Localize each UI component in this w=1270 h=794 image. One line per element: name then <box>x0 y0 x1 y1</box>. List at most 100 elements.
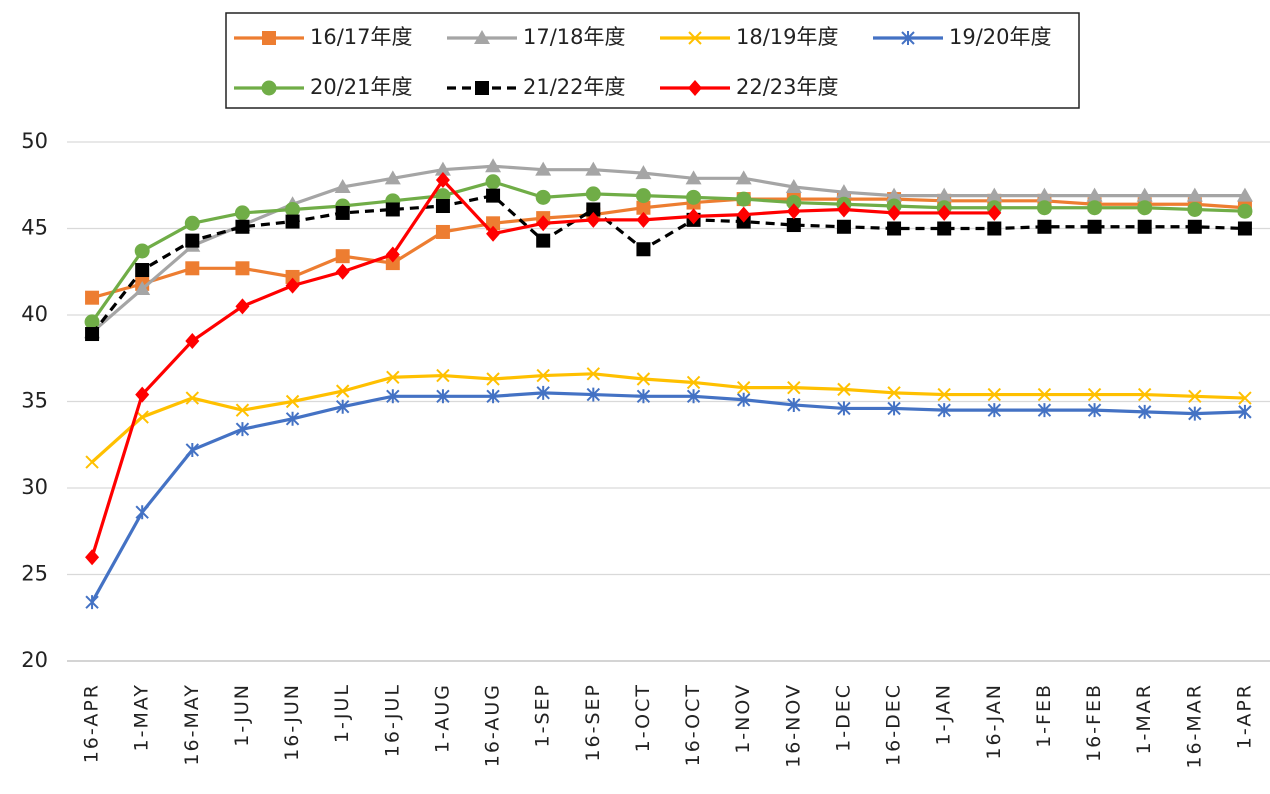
marker <box>887 221 902 236</box>
marker <box>636 211 651 228</box>
marker <box>688 31 702 45</box>
marker <box>636 389 651 404</box>
marker <box>135 263 150 278</box>
x-tick-label: 1-AUG <box>431 683 453 753</box>
marker <box>335 399 350 414</box>
marker <box>735 170 752 185</box>
marker <box>85 290 100 305</box>
marker <box>901 31 915 45</box>
x-tick-label: 1-JAN <box>933 683 955 745</box>
marker <box>1137 387 1152 402</box>
marker <box>85 327 100 342</box>
marker <box>785 178 802 193</box>
marker <box>475 81 489 95</box>
marker <box>185 261 200 276</box>
x-tick-label: 16-SEP <box>582 683 604 762</box>
marker <box>235 219 250 234</box>
marker <box>688 80 702 96</box>
series-line <box>90 193 1245 336</box>
marker <box>1236 187 1253 202</box>
y-tick-label: 25 <box>21 562 48 586</box>
marker <box>837 382 851 397</box>
legend-label: 19/20年度 <box>949 25 1052 49</box>
marker <box>786 203 801 220</box>
legend-label: 21/22年度 <box>523 75 626 99</box>
marker <box>485 158 502 173</box>
marker <box>1136 187 1153 202</box>
marker <box>536 233 551 248</box>
marker <box>536 368 550 383</box>
legend-label: 17/18年度 <box>523 25 626 49</box>
marker <box>486 188 501 203</box>
marker <box>1237 221 1252 236</box>
marker <box>386 370 400 384</box>
marker <box>736 191 752 207</box>
marker <box>1238 404 1252 419</box>
marker <box>435 224 450 239</box>
marker <box>335 263 350 280</box>
series-line <box>90 180 1245 323</box>
x-tick-label: 1-FEB <box>1033 683 1055 748</box>
marker <box>636 200 651 215</box>
marker <box>686 375 701 390</box>
marker <box>1187 201 1203 217</box>
marker <box>585 161 602 176</box>
marker <box>535 189 551 205</box>
marker <box>285 201 301 217</box>
series-line <box>90 372 1245 464</box>
marker <box>486 216 501 231</box>
marker <box>261 80 277 96</box>
marker <box>335 249 350 264</box>
x-tick-label: 1-MAY <box>131 683 153 751</box>
marker <box>686 189 702 205</box>
x-tick-label: 16-APR <box>81 683 103 763</box>
marker <box>234 205 250 221</box>
marker <box>85 595 99 610</box>
series-line <box>91 197 1246 300</box>
marker <box>787 380 801 395</box>
x-tick-label: 16-MAY <box>181 683 203 766</box>
marker <box>135 410 149 424</box>
marker <box>685 170 702 185</box>
marker <box>1036 200 1052 216</box>
marker <box>586 387 601 402</box>
marker <box>736 380 751 395</box>
x-tick-label: 16-MAR <box>1183 683 1205 769</box>
marker <box>436 368 450 383</box>
marker <box>185 233 200 248</box>
marker <box>1037 387 1052 402</box>
marker <box>335 205 350 220</box>
legend-box <box>225 12 1080 109</box>
marker <box>1087 387 1102 402</box>
marker <box>84 314 100 330</box>
marker <box>435 199 450 214</box>
y-tick-label: 30 <box>21 475 48 499</box>
marker <box>836 219 851 234</box>
marker <box>1188 389 1202 404</box>
marker <box>887 204 902 221</box>
x-tick-label: 1-JUL <box>331 683 353 743</box>
marker <box>936 187 953 202</box>
marker <box>334 178 351 193</box>
marker <box>736 206 751 223</box>
marker <box>1037 219 1052 234</box>
marker <box>786 195 802 211</box>
marker <box>786 218 801 233</box>
marker <box>937 387 951 402</box>
marker <box>385 256 400 271</box>
marker <box>384 170 401 185</box>
marker <box>787 397 801 412</box>
marker <box>235 298 250 315</box>
marker <box>185 332 200 349</box>
y-tick-label: 20 <box>21 648 48 672</box>
x-tick-label: 16-JAN <box>983 683 1005 760</box>
marker <box>635 165 652 180</box>
marker <box>262 31 276 45</box>
marker <box>585 186 601 202</box>
marker <box>536 385 550 400</box>
marker <box>1186 187 1203 202</box>
x-tick-label: 16-AUG <box>482 683 504 767</box>
marker <box>586 202 601 217</box>
marker <box>185 391 200 405</box>
